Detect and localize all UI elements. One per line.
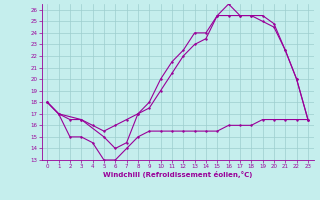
X-axis label: Windchill (Refroidissement éolien,°C): Windchill (Refroidissement éolien,°C) [103, 171, 252, 178]
